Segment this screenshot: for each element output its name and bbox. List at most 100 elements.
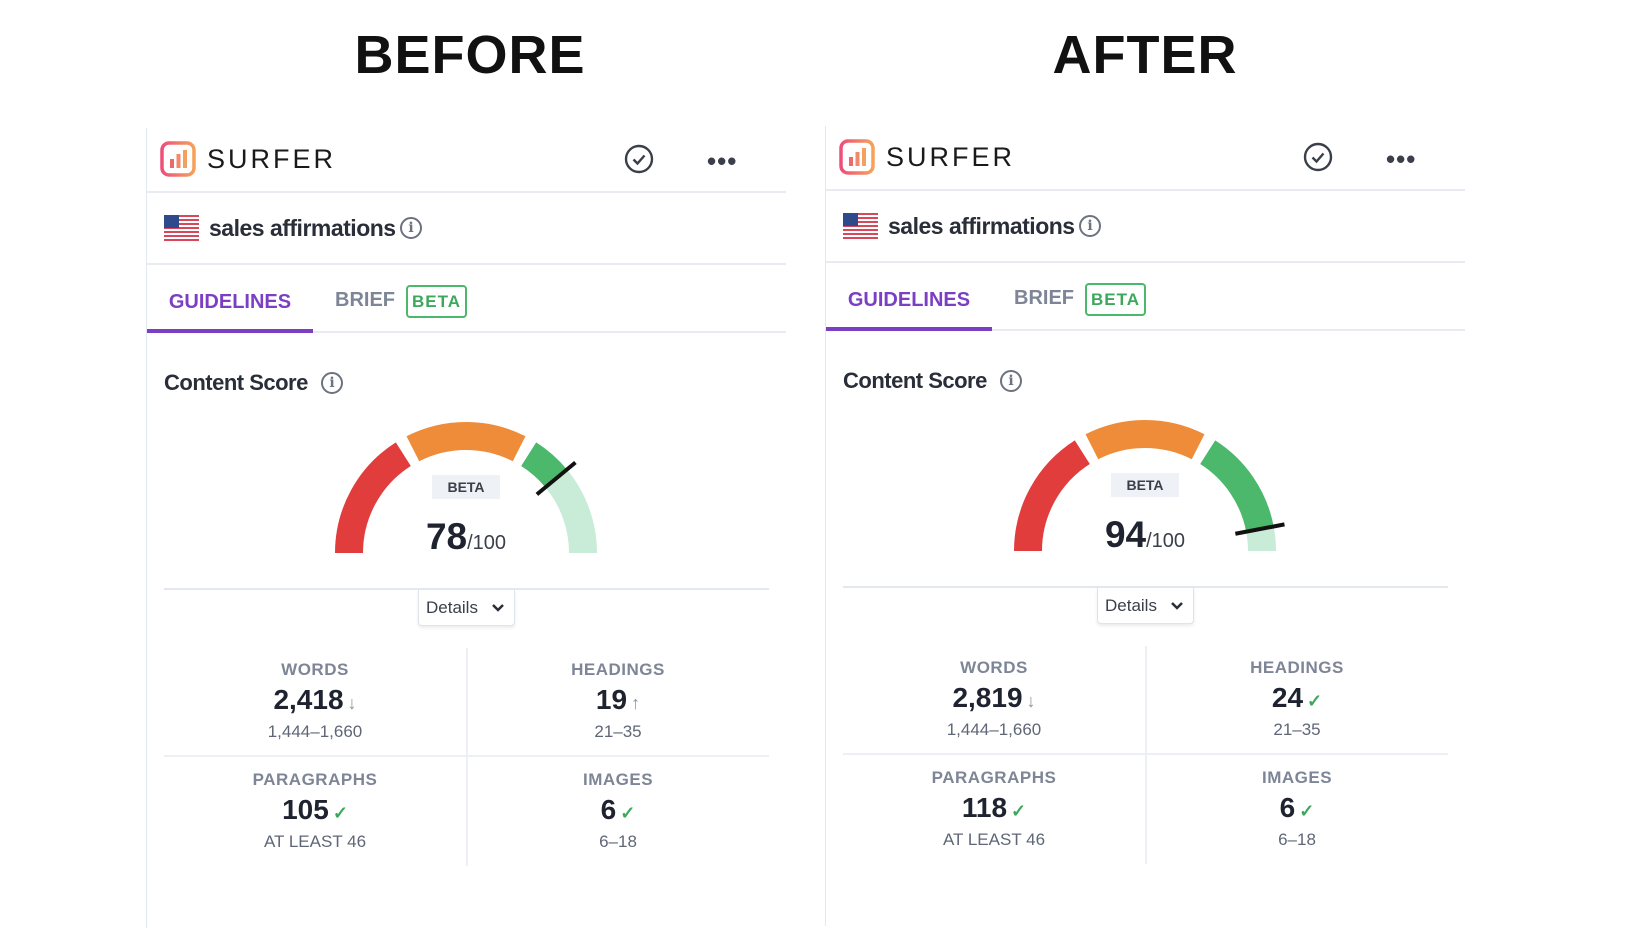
gauge-beta-label: BETA bbox=[1111, 473, 1179, 497]
chevron-down-icon bbox=[1171, 602, 1183, 610]
check-icon: ✓ bbox=[1299, 801, 1315, 821]
stat-label: HEADINGS bbox=[571, 660, 665, 679]
content-score-gauge bbox=[1014, 420, 1285, 552]
gauge-beta-label: BETA bbox=[432, 475, 500, 499]
stat-range: AT LEAST 46 bbox=[942, 830, 1046, 849]
check-circle-icon[interactable] bbox=[623, 143, 655, 175]
tab-brief[interactable]: BRIEF bbox=[335, 289, 395, 311]
stat-range: AT LEAST 46 bbox=[263, 832, 367, 851]
tab-guidelines[interactable]: GUIDELINES bbox=[826, 265, 992, 331]
stat-number: 24 bbox=[1271, 682, 1304, 713]
tab-brief[interactable]: BRIEF bbox=[1014, 287, 1074, 309]
divider bbox=[466, 648, 468, 866]
stats-grid: WORDS 2,819 ↓ 1,444–1,660 HEADINGS 24 ✓ 21… bbox=[843, 646, 1448, 864]
tab-guidelines[interactable]: GUIDELINES bbox=[147, 267, 313, 333]
stat-value: 105 ✓ bbox=[164, 794, 466, 826]
stat-number: 6 bbox=[1279, 792, 1296, 823]
info-icon[interactable]: i bbox=[321, 372, 343, 394]
stat-value: 2,418 ↓ bbox=[164, 684, 466, 716]
beta-badge: BETA bbox=[1085, 283, 1146, 316]
check-icon: ✓ bbox=[1307, 691, 1323, 711]
keyword-text: sales affirmations bbox=[209, 215, 396, 241]
gauge-needle bbox=[535, 460, 577, 496]
brand-name: SURFER bbox=[886, 142, 1016, 172]
stat-label: HEADINGS bbox=[1250, 658, 1344, 677]
score-max: /100 bbox=[467, 532, 507, 554]
stat-images: IMAGES 6 ✓ 6–18 bbox=[467, 758, 769, 866]
keyword-text: sales affirmations bbox=[888, 213, 1075, 239]
after-title: AFTER bbox=[1052, 25, 1238, 85]
stat-number: 118 bbox=[961, 792, 1008, 823]
check-icon: ✓ bbox=[332, 803, 348, 823]
details-label: Details bbox=[1105, 596, 1157, 615]
arrow-down-icon: ↓ bbox=[347, 693, 357, 713]
divider bbox=[164, 755, 769, 757]
surfer-logo-icon bbox=[160, 141, 196, 177]
stat-words: WORDS 2,418 ↓ 1,444–1,660 bbox=[164, 648, 466, 756]
more-options-icon[interactable]: ••• bbox=[1386, 144, 1417, 174]
gauge-segment-green bbox=[1199, 440, 1274, 533]
stat-headings: HEADINGS 24 ✓ 21–35 bbox=[1146, 646, 1448, 754]
header: SURFER ••• bbox=[147, 128, 786, 193]
stat-range: 6–18 bbox=[1278, 830, 1316, 849]
stat-range: 6–18 bbox=[599, 832, 637, 851]
stat-label: IMAGES bbox=[1261, 768, 1333, 787]
check-circle-icon[interactable] bbox=[1302, 141, 1334, 173]
gauge-segment-orange bbox=[1085, 420, 1205, 460]
stat-images: IMAGES 6 ✓ 6–18 bbox=[1146, 756, 1448, 864]
chevron-down-icon bbox=[492, 604, 504, 612]
tab-bar: GUIDELINES BRIEF BETA bbox=[147, 267, 786, 333]
divider bbox=[164, 588, 769, 590]
content-score-title: Content Score bbox=[164, 370, 308, 395]
gauge-segment-orange bbox=[406, 422, 526, 462]
header: SURFER ••• bbox=[826, 126, 1465, 191]
stat-number: 2,418 bbox=[273, 684, 344, 715]
stat-range: 21–35 bbox=[594, 722, 642, 741]
score-max: /100 bbox=[1146, 530, 1186, 552]
after-panel: SURFER ••• sales affirmations i GUIDELIN… bbox=[825, 126, 1465, 926]
stat-range: 21–35 bbox=[1273, 720, 1321, 739]
divider bbox=[843, 753, 1448, 755]
arrow-up-icon: ↑ bbox=[631, 693, 641, 713]
stat-words: WORDS 2,819 ↓ 1,444–1,660 bbox=[843, 646, 1145, 754]
stat-number: 6 bbox=[600, 794, 617, 825]
arrow-down-icon: ↓ bbox=[1026, 691, 1036, 711]
keyword-row: sales affirmations i bbox=[826, 193, 1465, 263]
stat-headings: HEADINGS 19 ↑ 21–35 bbox=[467, 648, 769, 756]
stat-value: 2,819 ↓ bbox=[843, 682, 1145, 714]
more-options-icon[interactable]: ••• bbox=[707, 146, 738, 176]
score-value: 78 bbox=[425, 516, 468, 557]
stat-paragraphs: PARAGRAPHS 118 ✓ AT LEAST 46 bbox=[843, 756, 1145, 864]
details-label: Details bbox=[426, 598, 478, 617]
stat-range: 1,444–1,660 bbox=[946, 720, 1042, 739]
stats-grid: WORDS 2,418 ↓ 1,444–1,660 HEADINGS 19 ↑ 21… bbox=[164, 648, 769, 866]
keyword-row: sales affirmations i bbox=[147, 195, 786, 265]
info-icon[interactable]: i bbox=[1079, 215, 1101, 237]
info-icon[interactable]: i bbox=[400, 217, 422, 239]
details-button[interactable]: Details bbox=[418, 590, 515, 626]
stat-label: PARAGRAPHS bbox=[252, 770, 378, 789]
gauge-needle bbox=[1234, 522, 1285, 536]
gauge-segment-green bbox=[520, 442, 567, 488]
stat-number: 2,819 bbox=[952, 682, 1023, 713]
stat-number: 105 bbox=[282, 794, 329, 825]
brand-name: SURFER bbox=[207, 144, 337, 174]
gauge-segment-remaining bbox=[545, 469, 597, 554]
gauge-segment-red bbox=[1014, 440, 1091, 552]
content-score-gauge bbox=[335, 422, 597, 554]
score-readout: 78/100 bbox=[366, 516, 566, 558]
details-button[interactable]: Details bbox=[1097, 588, 1194, 624]
stat-label: IMAGES bbox=[582, 770, 654, 789]
stat-value: 24 ✓ bbox=[1146, 682, 1448, 714]
stat-value: 6 ✓ bbox=[467, 794, 769, 826]
score-readout: 94/100 bbox=[1045, 514, 1245, 556]
divider bbox=[843, 586, 1448, 588]
stat-value: 6 ✓ bbox=[1146, 792, 1448, 824]
before-panel: SURFER ••• sales affirmations i GUIDELIN… bbox=[146, 128, 786, 928]
score-value: 94 bbox=[1104, 514, 1147, 555]
info-icon[interactable]: i bbox=[1000, 370, 1022, 392]
beta-badge: BETA bbox=[406, 285, 467, 318]
stat-value: 118 ✓ bbox=[843, 792, 1145, 824]
stat-range: 1,444–1,660 bbox=[267, 722, 363, 741]
gauge-segment-red bbox=[335, 442, 412, 554]
